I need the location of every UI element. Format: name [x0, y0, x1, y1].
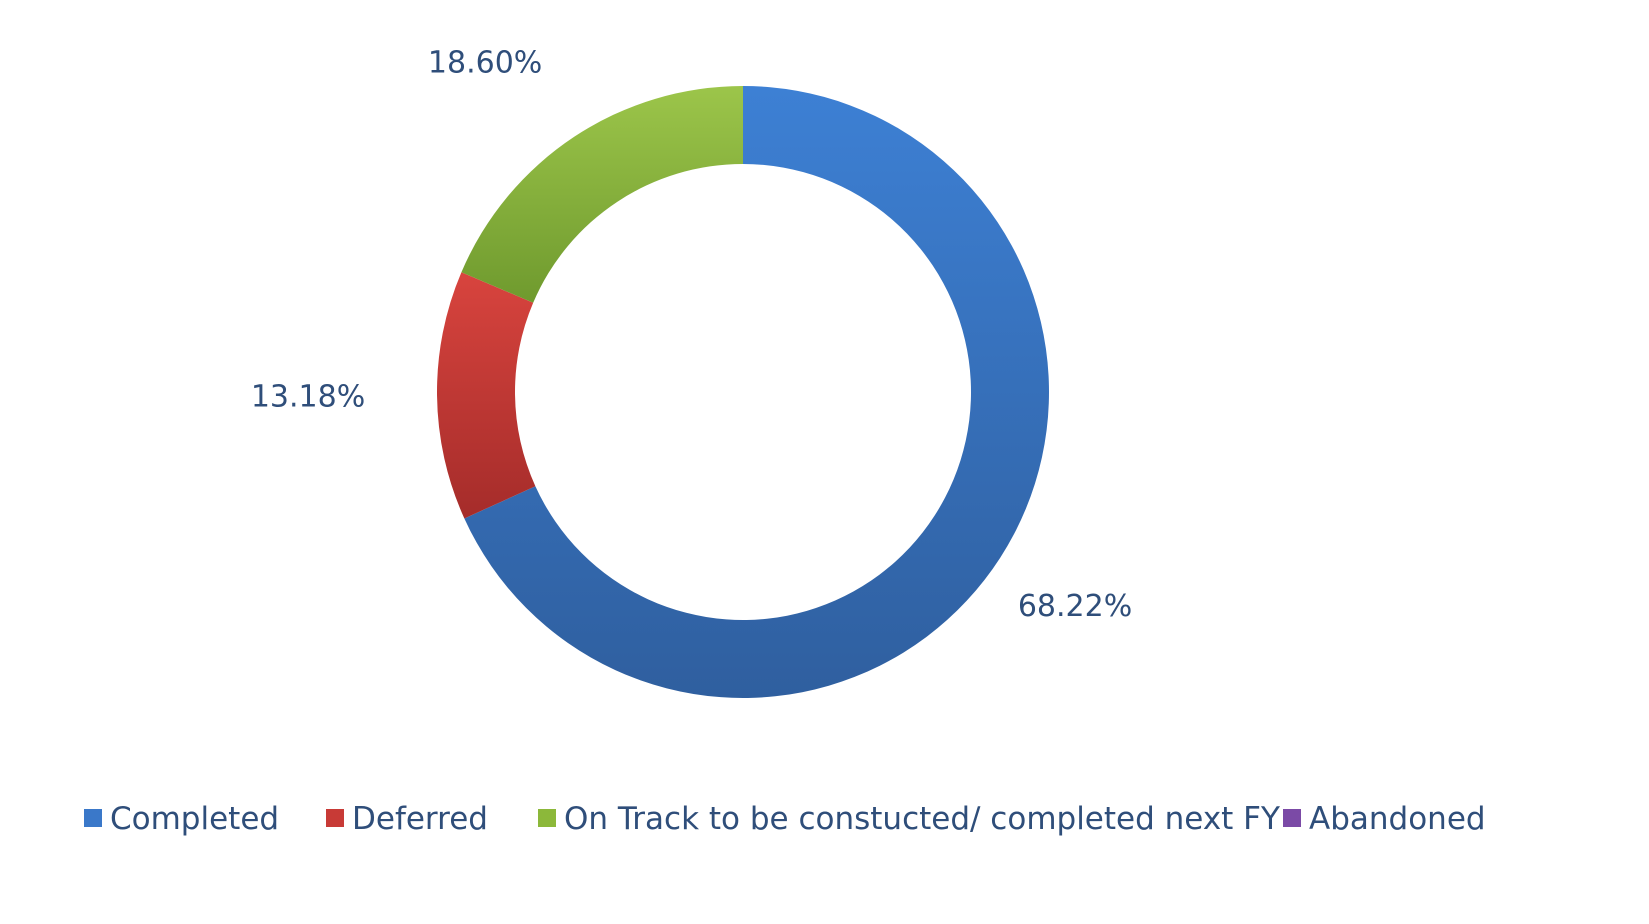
legend-label-abandoned: Abandoned — [1309, 801, 1486, 837]
legend-label-completed: Completed — [110, 801, 279, 837]
legend-item-on: On Track to be constucted/ completed nex… — [538, 801, 1280, 837]
legend-label-deferred: Deferred — [352, 801, 488, 837]
donut-slices — [437, 85, 1050, 698]
legend-label-on: On Track to be constucted/ completed nex… — [564, 801, 1280, 837]
data-label-completed: 68.22% — [1018, 589, 1132, 624]
data-label-deferred: 13.18% — [251, 380, 365, 415]
legend-item-deferred: Deferred — [326, 801, 488, 837]
slice-labels: 68.22% 13.18% 18.60% — [251, 46, 1132, 624]
legend-swatch-completed — [84, 809, 102, 827]
donut-slice-deferred — [437, 272, 536, 519]
legend: Completed Deferred On Track to be constuct… — [84, 801, 1486, 837]
legend-item-completed: Completed — [84, 801, 279, 837]
legend-swatch-abandoned — [1283, 809, 1301, 827]
legend-item-abandoned: Abandoned — [1283, 801, 1486, 837]
legend-swatch-on — [538, 809, 556, 827]
data-label-on: 18.60% — [428, 46, 542, 81]
donut-slice-on — [461, 85, 743, 303]
legend-swatch-deferred — [326, 809, 344, 827]
